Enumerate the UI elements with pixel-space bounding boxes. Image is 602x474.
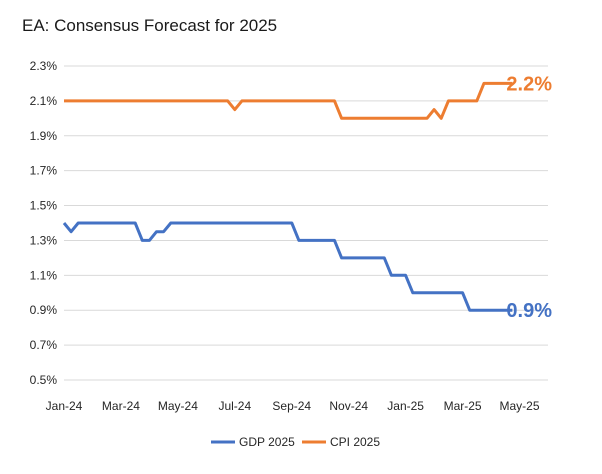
- y-tick-label: 2.3%: [30, 59, 58, 73]
- x-tick-label: Sep-24: [272, 399, 311, 413]
- x-tick-label: Jan-24: [46, 399, 83, 413]
- x-tick-label: May-24: [158, 399, 198, 413]
- legend-label: CPI 2025: [330, 435, 380, 449]
- x-tick-label: Mar-24: [102, 399, 140, 413]
- y-tick-label: 2.1%: [30, 94, 58, 108]
- x-tick-label: Jan-25: [387, 399, 424, 413]
- legend-label: GDP 2025: [239, 435, 295, 449]
- x-tick-label: Mar-25: [444, 399, 482, 413]
- y-tick-label: 1.3%: [30, 233, 58, 247]
- series-line-gdp-2025: [62, 221, 513, 312]
- end-label-gdp-2025: 0.9%: [506, 300, 552, 322]
- y-tick-label: 0.5%: [30, 373, 58, 387]
- end-label-cpi-2025: 2.2%: [506, 73, 552, 95]
- series-line-cpi-2025: [64, 81, 513, 120]
- x-tick-label: Nov-24: [329, 399, 368, 413]
- y-tick-label: 0.9%: [30, 303, 58, 317]
- y-tick-label: 1.1%: [30, 268, 58, 282]
- y-tick-label: 0.7%: [30, 338, 58, 352]
- y-tick-label: 1.7%: [30, 164, 58, 178]
- y-tick-label: 1.5%: [30, 199, 58, 213]
- y-tick-label: 1.9%: [30, 129, 58, 143]
- x-tick-label: Jul-24: [218, 399, 251, 413]
- chart-title: EA: Consensus Forecast for 2025: [22, 16, 278, 35]
- x-tick-label: May-25: [500, 399, 540, 413]
